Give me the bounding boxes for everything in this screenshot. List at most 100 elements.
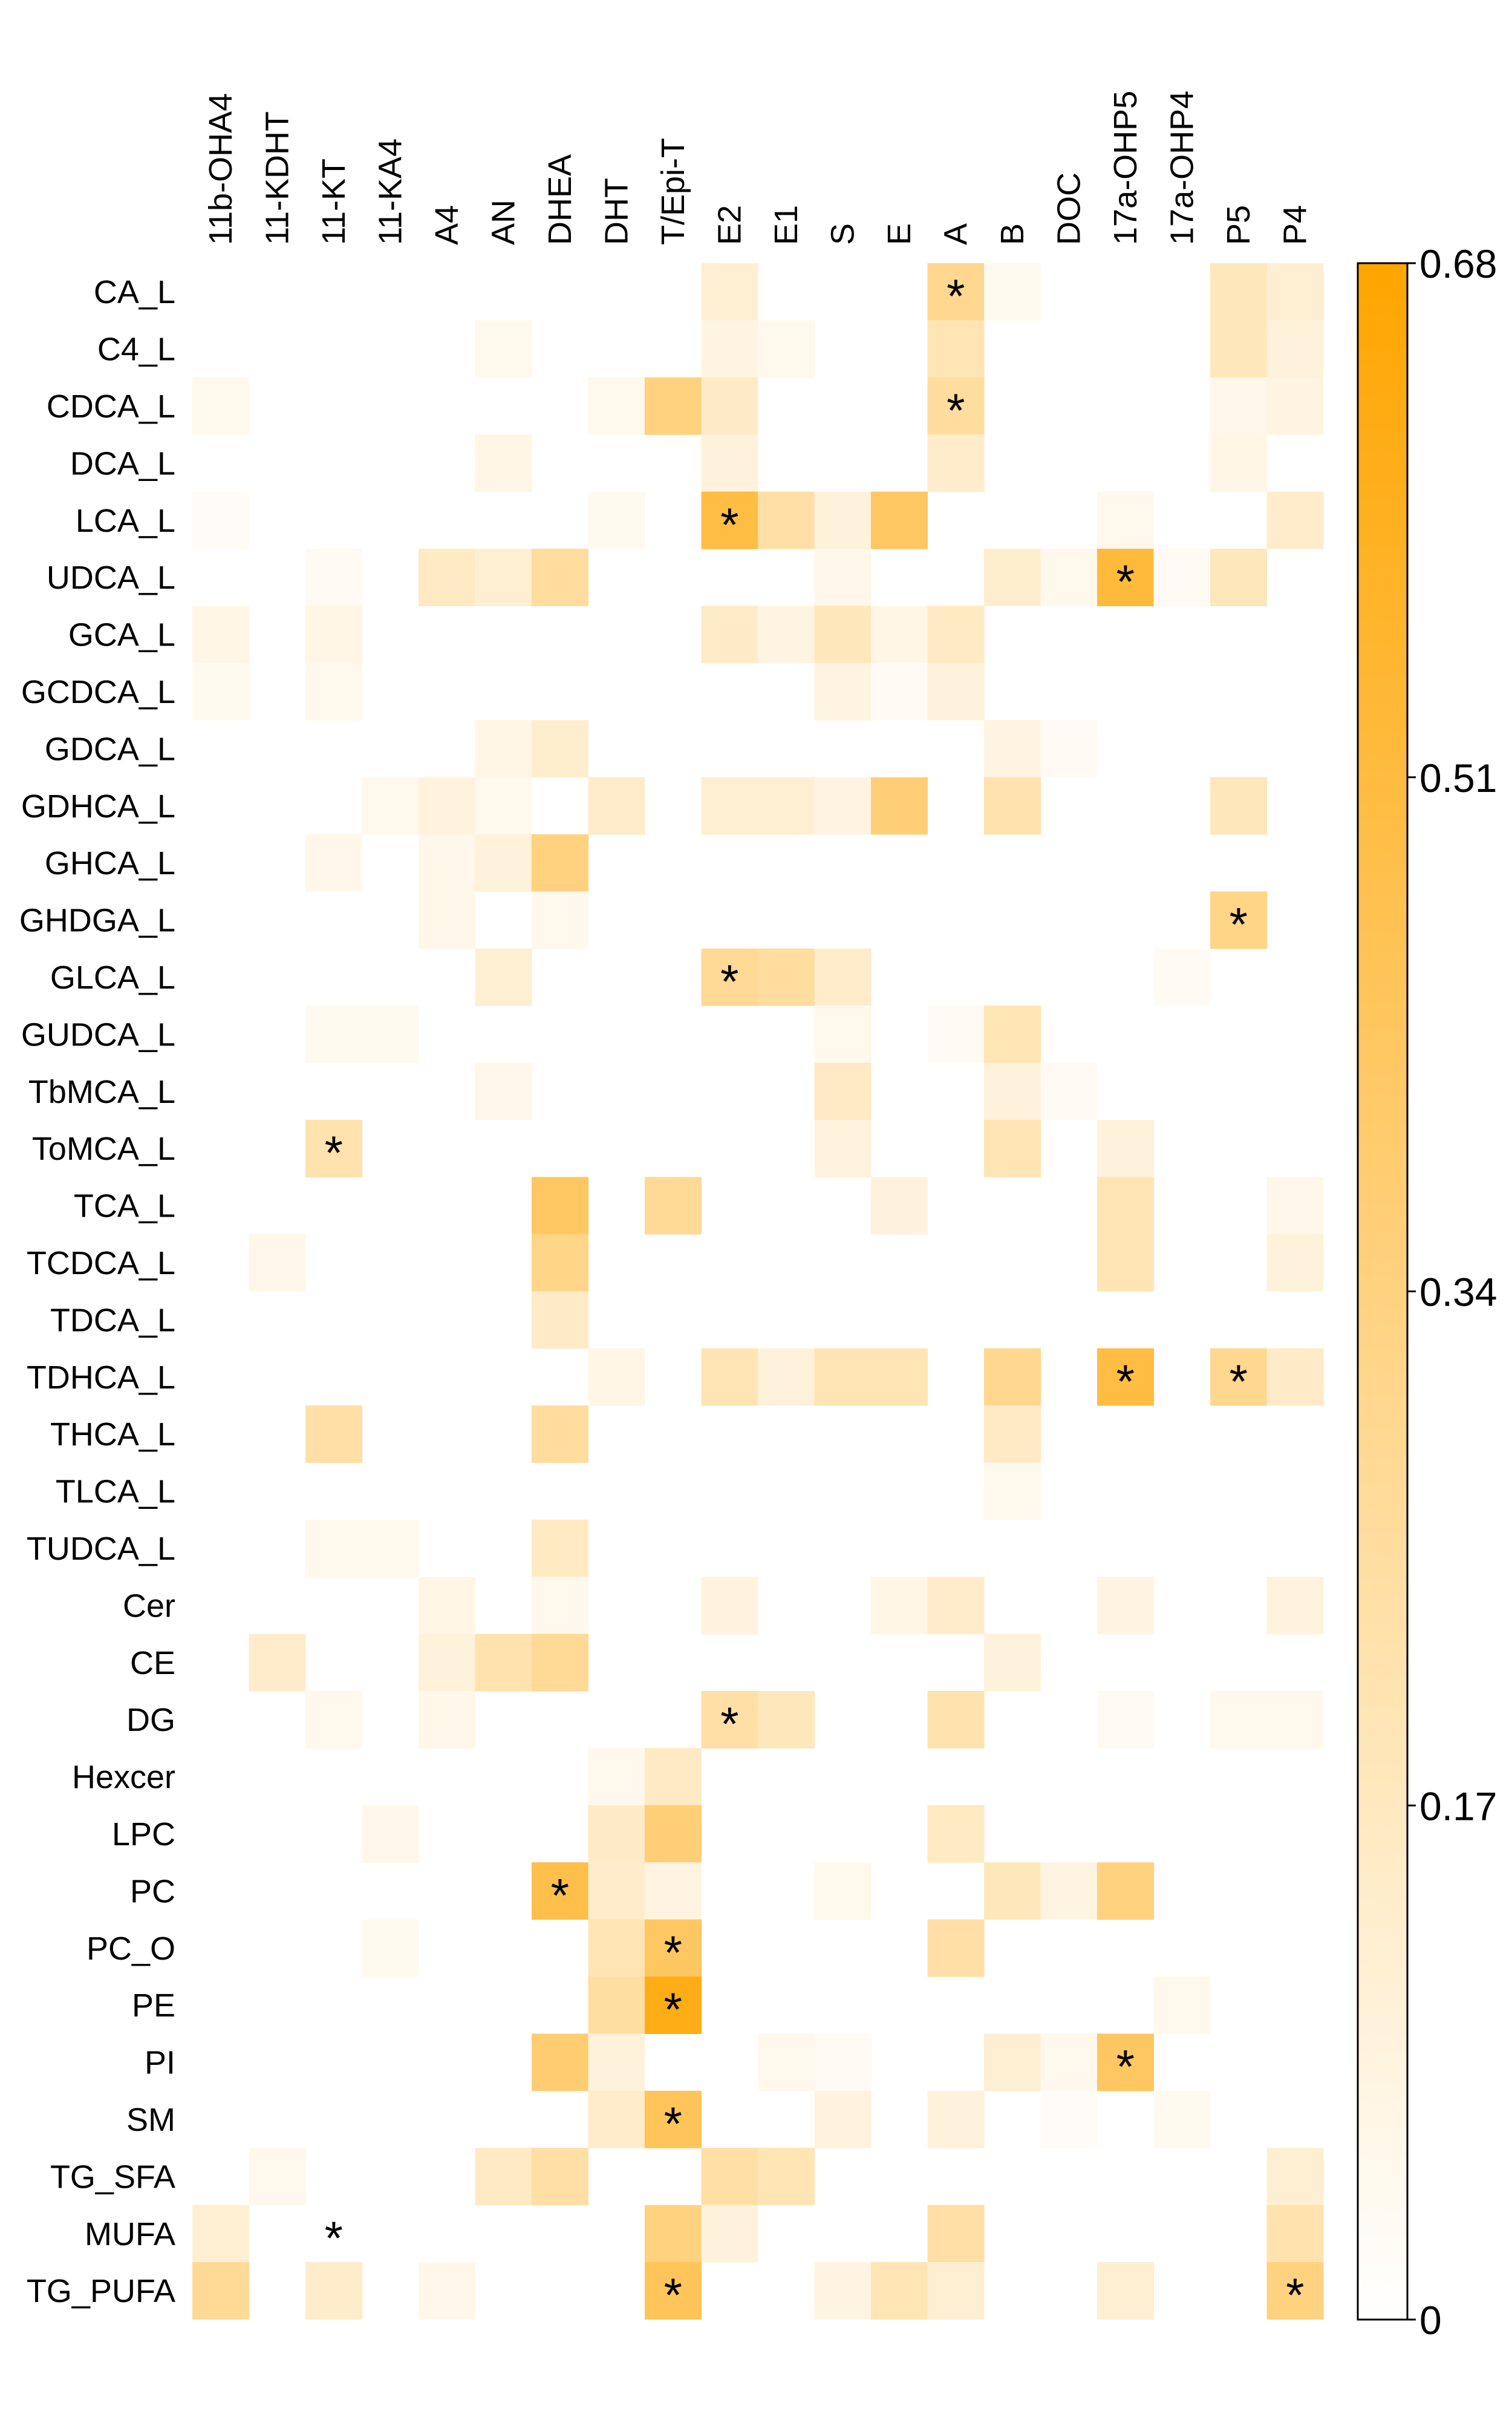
row-label-ca-l: CA_L: [94, 274, 175, 310]
heatmap-cell-cer-a: [927, 1577, 985, 1635]
heatmap-cell-tg-pufa-11-kt: [305, 2262, 363, 2320]
significance-marker: *: [664, 2268, 682, 2321]
heatmap-cell-gdhca-l-b: [984, 777, 1041, 835]
column-label-dht: DHT: [598, 178, 634, 245]
heatmap-cell-cer-e2: [701, 1577, 758, 1635]
heatmap-cell-c4-l-e2: [701, 320, 758, 378]
heatmap-cell-c4-l-p5: [1210, 320, 1268, 378]
row-label-ghca-l: GHCA_L: [45, 845, 175, 881]
heatmap-cell-tca-l-t-epi-t: [645, 1177, 702, 1235]
heatmap-cell-tg-sfa-e1: [758, 2148, 815, 2206]
column-label-doc: DOC: [1051, 172, 1087, 245]
heatmap-cell-sm-17a-ohp4: [1153, 2090, 1211, 2148]
heatmap-cell-tomca-l-11-kt: [305, 1120, 363, 1177]
heatmap-cell-tbmca-l-s: [814, 1062, 872, 1120]
column-label-17a-ohp4: 17a-OHP4: [1164, 91, 1200, 245]
row-label-pe: PE: [132, 1987, 175, 2024]
row-label-pi: PI: [145, 2045, 175, 2081]
heatmap-cell-tcdca-l-17a-ohp5: [1097, 1234, 1155, 1292]
column-label-an: AN: [485, 200, 521, 245]
row-label-tlca-l: TLCA_L: [56, 1474, 175, 1510]
heatmap-cell-gdhca-l-e: [871, 777, 928, 835]
heatmap-cell-pc-s: [814, 1862, 872, 1920]
heatmap-cell-ce-11-kdht: [249, 1634, 306, 1692]
row-label-gca-l: GCA_L: [68, 617, 175, 653]
heatmap-cell-tg-sfa-e2: [701, 2148, 758, 2206]
heatmap-cell-tg-pufa-s: [814, 2262, 872, 2320]
heatmap-cell-gdhca-l-a4: [419, 777, 476, 835]
heatmap-cell-gca-l-e1: [758, 606, 815, 664]
heatmap-cell-sm-s: [814, 2090, 872, 2148]
heatmap-cell-pe-17a-ohp4: [1153, 1977, 1211, 2034]
heatmap-cell-glca-l-s: [814, 948, 872, 1006]
heatmap-cell-gdca-l-b: [984, 720, 1041, 778]
column-label-11-kt: 11-KT: [316, 159, 352, 245]
heatmap-cell-mufa-11b-oha4: [192, 2205, 250, 2263]
heatmap-cell-tcdca-l-p4: [1266, 1234, 1324, 1292]
heatmap-cell-udca-l-p5: [1210, 549, 1268, 606]
heatmap-cell-udca-l-17a-ohp5: [1097, 549, 1155, 606]
column-label-a: A: [937, 223, 974, 245]
heatmap-cell-lca-l-e: [871, 491, 928, 549]
heatmap-cell-lpc-dht: [588, 1805, 645, 1863]
heatmap-cell-hexcer-t-epi-t: [645, 1748, 702, 1806]
heatmap-cell-pc-b: [984, 1862, 1041, 1920]
heatmap-cell-gudca-l-11-kt: [305, 1006, 363, 1064]
heatmap-cell-thca-l-b: [984, 1405, 1041, 1463]
significance-marker: *: [720, 498, 738, 551]
heatmap-cell-tg-pufa-t-epi-t: [645, 2262, 702, 2320]
heatmap-cell-pe-dht: [588, 1977, 645, 2034]
column-label-t-epi-t: T/Epi-T: [655, 138, 691, 245]
heatmap-cell-lca-l-p4: [1266, 491, 1324, 549]
row-label-gdca-l: GDCA_L: [45, 731, 175, 767]
heatmap-cell-dg-p5: [1210, 1691, 1268, 1748]
column-label-b: B: [994, 223, 1031, 245]
significance-marker: *: [1230, 1355, 1248, 1408]
row-label-ce: CE: [130, 1645, 175, 1681]
heatmap-cell-ca-l-p5: [1210, 263, 1268, 321]
heatmap-cell-ca-l-b: [984, 263, 1041, 321]
heatmap-cell-tdhca-l-e1: [758, 1348, 815, 1406]
heatmap-cell-pc-o-a: [927, 1919, 985, 1977]
heatmap-cell-tudca-l-dhea: [532, 1519, 589, 1577]
heatmap-cell-cer-dhea: [532, 1577, 589, 1635]
heatmap-cell-tdhca-l-17a-ohp5: [1097, 1348, 1155, 1406]
column-label-p5: P5: [1220, 205, 1257, 245]
heatmap-cell-dg-a4: [419, 1691, 476, 1748]
row-label-gdhca-l: GDHCA_L: [21, 788, 175, 825]
heatmap-cell-tomca-l-17a-ohp5: [1097, 1120, 1155, 1177]
heatmap-cell-tdhca-l-e: [871, 1348, 928, 1406]
heatmap-cell-dg-17a-ohp5: [1097, 1691, 1155, 1748]
significance-marker: *: [325, 2211, 343, 2265]
heatmap-cell-gdca-l-dhea: [532, 720, 589, 778]
heatmap-cell-pc-17a-ohp5: [1097, 1862, 1155, 1920]
heatmap-cell-sm-doc: [1040, 2090, 1098, 2148]
heatmap-cell-tdhca-l-b: [984, 1348, 1041, 1406]
heatmap-cell-mufa-p4: [1266, 2205, 1324, 2263]
heatmap-cell-gdca-l-an: [475, 720, 532, 778]
row-label-pc: PC: [130, 1873, 175, 1909]
heatmap-cell-gcdca-l-11-kt: [305, 662, 363, 721]
heatmap-cell-sm-t-epi-t: [645, 2090, 702, 2148]
heatmap-cell-cdca-l-a: [927, 377, 985, 435]
row-label-lca-l: LCA_L: [76, 503, 175, 539]
heatmap-cell-tdhca-l-p4: [1266, 1348, 1324, 1406]
heatmap-cell-cer-17a-ohp5: [1097, 1577, 1155, 1635]
heatmap-cell-mufa-t-epi-t: [645, 2205, 702, 2263]
heatmap-cell-glca-l-e2: [701, 948, 758, 1006]
heatmap-cell-ca-l-e2: [701, 263, 758, 321]
heatmap-cell-gdhca-l-s: [814, 777, 872, 835]
heatmap-cell-lca-l-s: [814, 491, 872, 549]
heatmap-cell-udca-l-b: [984, 549, 1041, 606]
heatmap-cell-ghca-l-11-kt: [305, 834, 363, 892]
heatmap-cell-dg-e2: [701, 1691, 758, 1748]
heatmap-cell-c4-l-an: [475, 320, 532, 378]
heatmap-cell-gdca-l-doc: [1040, 720, 1098, 778]
heatmap-cell-tlca-l-b: [984, 1462, 1041, 1520]
heatmap-cell-cer-e: [871, 1577, 928, 1635]
heatmap-cell-gdhca-l-dht: [588, 777, 645, 835]
heatmap-cell-cdca-l-11b-oha4: [192, 377, 250, 435]
heatmap-cell-dg-e1: [758, 1691, 815, 1748]
heatmap-cell-gca-l-11-kt: [305, 606, 363, 664]
